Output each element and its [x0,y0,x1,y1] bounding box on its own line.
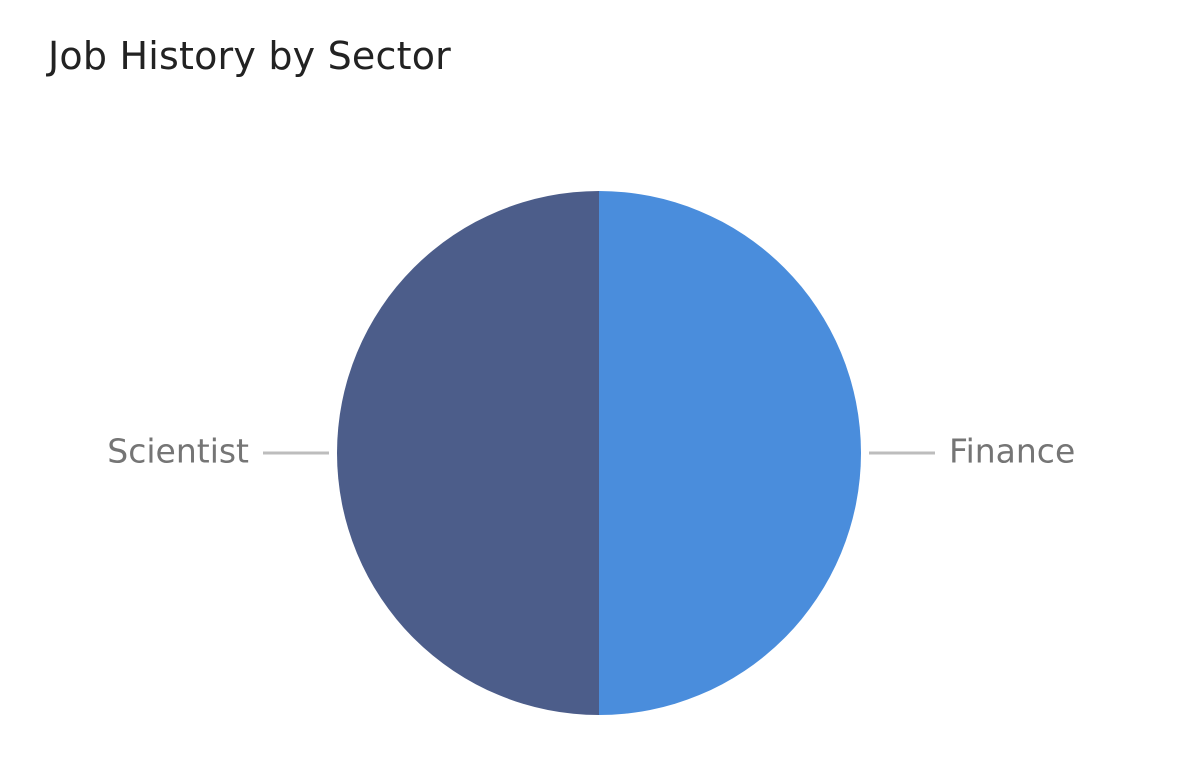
pie-slice-scientist [337,191,599,715]
chart-title: Job History by Sector [48,34,451,78]
pie-slice-finance [599,191,861,715]
slice-label-scientist: Scientist [107,432,249,471]
pie-slices [337,191,861,715]
slice-label-finance: Finance [949,432,1075,471]
pie-labels: Finance Scientist [107,432,1075,471]
